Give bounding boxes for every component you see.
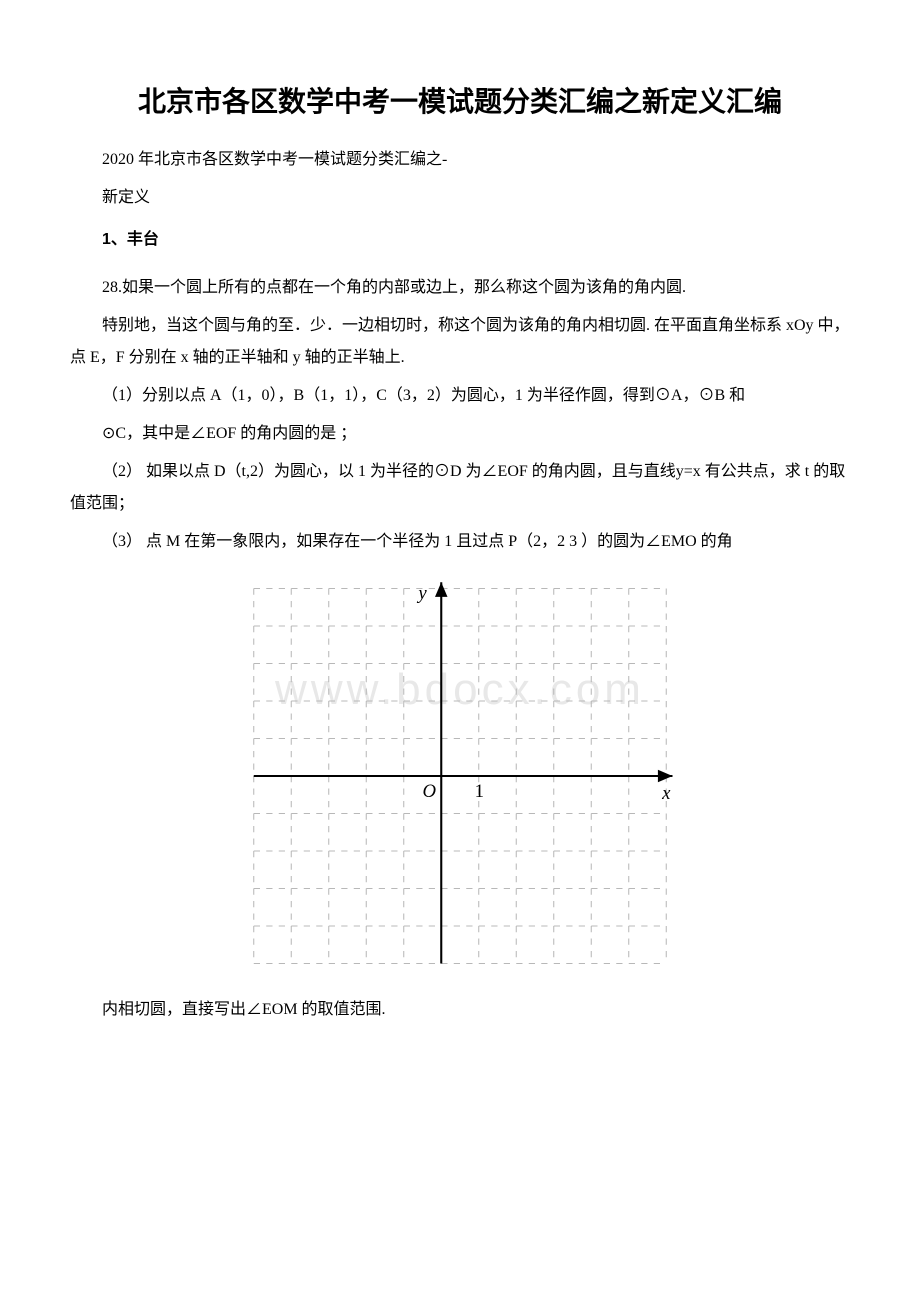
coordinate-grid-chart: O 1 x y bbox=[240, 576, 680, 976]
section-heading-1: 1、丰台 bbox=[70, 224, 850, 256]
svg-text:x: x bbox=[661, 783, 671, 804]
problem-28-detail: 特别地，当这个圆与角的至．少．一边相切时，称这个圆为该角的角内相切圆. 在平面直… bbox=[70, 310, 850, 374]
svg-text:1: 1 bbox=[475, 781, 484, 802]
problem-28-q3b: 内相切圆，直接写出∠EOM 的取值范围. bbox=[70, 994, 850, 1026]
problem-28-q1b: ⊙C，其中是∠EOF 的角内圆的是 ； bbox=[70, 418, 850, 450]
problem-28-q2: （2） 如果以点 D（t,2）为圆心，以 1 为半径的⊙D 为∠EOF 的角内圆… bbox=[70, 456, 850, 520]
problem-28-intro: 28.如果一个圆上所有的点都在一个角的内部或边上，那么称这个圆为该角的角内圆. bbox=[70, 272, 850, 304]
problem-28-q3a: （3） 点 M 在第一象限内，如果存在一个半径为 1 且过点 P（2，2 3 ）… bbox=[70, 526, 850, 558]
page-title: 北京市各区数学中考一模试题分类汇编之新定义汇编 bbox=[70, 80, 850, 120]
subtitle-line-1: 2020 年北京市各区数学中考一模试题分类汇编之- bbox=[70, 144, 850, 176]
svg-text:O: O bbox=[423, 781, 437, 802]
svg-text:y: y bbox=[416, 583, 427, 604]
subtitle-line-2: 新定义 bbox=[70, 182, 850, 214]
problem-28-q1a: （1）分别以点 A（1，0），B（1，1），C（3，2）为圆心，1 为半径作圆，… bbox=[70, 380, 850, 412]
